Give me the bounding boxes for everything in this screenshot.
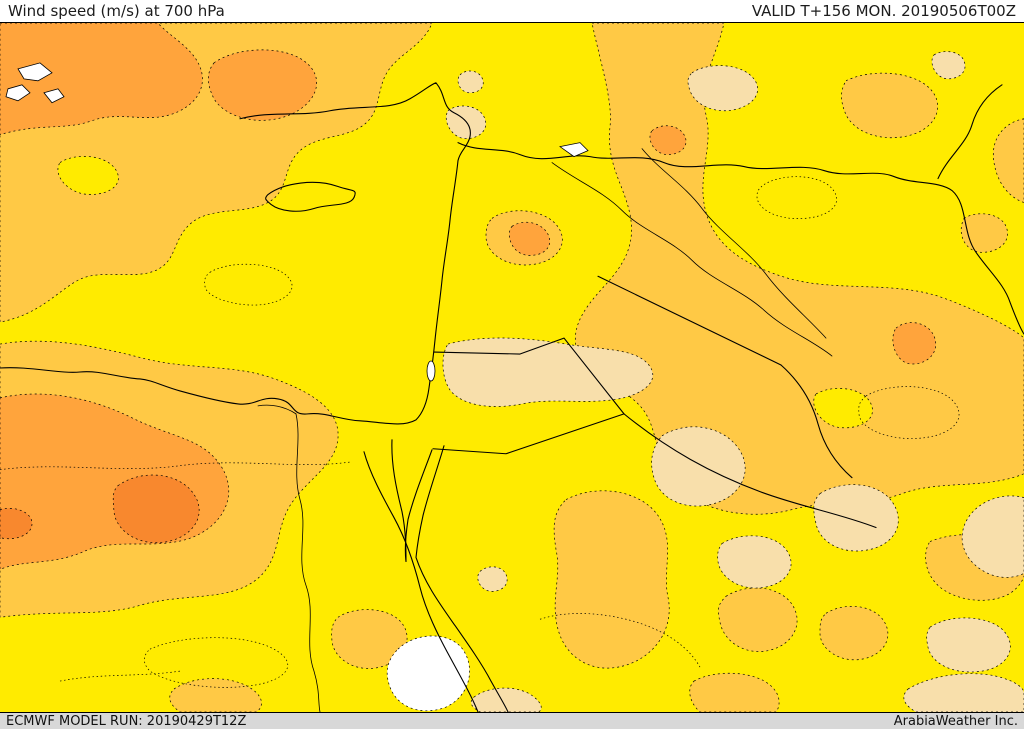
saudi-border-southeast <box>623 413 877 529</box>
contour-region <box>112 474 200 544</box>
nile-river <box>295 413 321 712</box>
contour-region <box>718 587 798 652</box>
contour-region <box>961 495 1024 578</box>
jordan-border-zigzag <box>432 337 625 455</box>
contour-region <box>331 609 408 669</box>
map-footer: ECMWF MODEL RUN: 20190429T12Z ArabiaWeat… <box>0 713 1024 729</box>
nile-delta-branch <box>257 404 297 415</box>
dotted-contour <box>204 263 293 306</box>
contour-region <box>992 118 1024 203</box>
red-sea-east-coast <box>415 445 509 712</box>
wind-speed-contour-svg <box>0 23 1024 712</box>
red-sea-west-coast <box>363 451 479 712</box>
extra-dotted-contours <box>0 176 960 688</box>
valid-time-label: VALID T+156 MON. 20190506T00Z <box>751 2 1016 20</box>
yellow-hole-regions <box>57 156 873 429</box>
model-run-label: ECMWF MODEL RUN: 20190429T12Z <box>6 713 247 729</box>
lake-shape <box>43 88 65 104</box>
contour-region <box>689 672 780 712</box>
contour-region <box>819 606 889 661</box>
lake-shape <box>5 84 31 102</box>
turkey-iran-border <box>937 84 1003 180</box>
contour-region <box>169 678 262 712</box>
euphrates-river <box>551 162 833 357</box>
contour-region <box>892 322 936 365</box>
gulf-of-aqaba-west-coast <box>404 449 433 562</box>
contour-region <box>813 484 899 552</box>
map-header: Wind speed (m/s) at 700 hPa VALID T+156 … <box>0 0 1024 22</box>
lake-shape <box>17 62 53 82</box>
contour-region <box>57 156 119 195</box>
contour-region <box>903 673 1024 712</box>
syria-iraq-border <box>597 275 782 366</box>
contour-region <box>651 426 746 507</box>
contour-region <box>442 337 654 407</box>
contour-region <box>926 617 1011 673</box>
dotted-contour <box>539 613 701 668</box>
contour-region <box>649 125 687 155</box>
dotted-contour <box>858 386 960 439</box>
cream-contour-regions <box>442 51 1024 712</box>
contour-region <box>208 49 317 121</box>
geographic-borders <box>0 82 1024 712</box>
lakes <box>5 62 589 382</box>
dotted-contour <box>144 637 289 688</box>
iraq-saudi-border <box>780 364 853 479</box>
core-orange-regions <box>0 474 200 544</box>
map-title: Wind speed (m/s) at 700 hPa <box>8 2 225 20</box>
mediterranean-coastline <box>0 82 471 425</box>
contour-region <box>813 388 873 429</box>
wind-speed-map <box>0 22 1024 713</box>
contour-region <box>0 508 33 540</box>
contour-region <box>508 221 551 256</box>
contour-region <box>931 51 966 80</box>
cyprus-outline <box>265 181 356 212</box>
dotted-contour <box>59 670 181 682</box>
contour-region <box>477 566 508 592</box>
dotted-contour <box>756 176 837 219</box>
contour-region <box>470 687 542 712</box>
lake-assad <box>559 142 589 158</box>
contour-region <box>717 535 792 589</box>
contour-region <box>0 23 203 136</box>
contour-region <box>457 70 484 94</box>
dead-sea <box>426 360 436 382</box>
contour-region <box>960 213 1008 253</box>
tigris-river <box>641 148 827 339</box>
contour-region <box>553 490 670 669</box>
branding-label: ArabiaWeather Inc. <box>893 713 1018 729</box>
contour-region <box>687 65 758 112</box>
contour-region <box>574 23 1024 515</box>
turkey-syria-border <box>457 142 1024 335</box>
contour-region <box>841 72 938 139</box>
